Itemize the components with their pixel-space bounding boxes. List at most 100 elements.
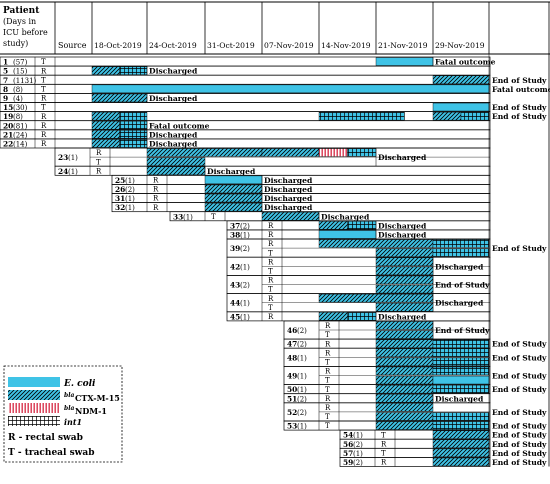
colonization-bar-ctx: [204, 184, 263, 194]
patient-id: 50: [287, 385, 297, 394]
patient-31: 31 (1) R Discharged: [111, 193, 491, 203]
swab-source: R: [41, 140, 47, 148]
colonization-bar-ctx: [432, 457, 490, 467]
patient-icu-days: (1): [353, 432, 363, 440]
legend-ecoli-label: E. coli: [63, 379, 96, 389]
patient-outcome: Discharged: [435, 394, 484, 403]
colonization-bar-ctx: [204, 193, 263, 203]
colonization-bar-ctx: [261, 148, 320, 157]
colonization-bar-ctx: [91, 111, 120, 121]
patient-19: 19 (8) R End of Study: [0, 111, 547, 121]
legend-tracheal-swab: T - tracheal swab: [8, 448, 95, 458]
colonization-bar-int: [432, 366, 490, 376]
colonization-bar-ctx: [375, 421, 434, 430]
patient-id: 26: [115, 185, 125, 194]
swab-source: R: [153, 204, 159, 212]
date-header-2: 31-Oct-2019: [207, 41, 255, 50]
colonization-bar-int: [318, 111, 377, 121]
patient-icu-days: (2): [240, 282, 250, 290]
patient-id: 24: [58, 167, 68, 176]
patient-row-frame: [0, 129, 491, 140]
patient-outcome: End of Study: [492, 422, 547, 431]
swab-source: R: [268, 222, 274, 230]
colonization-bar-ctx: [375, 412, 434, 421]
swab-source: R: [268, 313, 274, 321]
patient-outcome: End of Study: [492, 244, 547, 253]
patient-43: 43 (2) R End of Study T: [226, 275, 491, 294]
patient-id: 54: [343, 431, 353, 440]
swab-source: T: [211, 213, 216, 221]
patient-37: 37 (2) R Discharged: [226, 220, 491, 230]
colonization-bar-ecoli: [91, 84, 490, 94]
colonization-bar-int: [347, 148, 377, 157]
patient-id: 32: [115, 203, 125, 212]
patient-row-frame: [0, 65, 491, 76]
patient-8: 8 (8) T Fatal outcome: [0, 83, 550, 94]
colonization-bar-ctx: [432, 111, 462, 121]
patient-9: 9 (4) R Discharged: [0, 93, 491, 103]
colonization-bar-int: [119, 130, 148, 139]
patient-52: 52 (2) R End of Study T: [283, 402, 547, 422]
patient-outcome: Discharged: [378, 221, 427, 230]
colonization-bar-int: [460, 111, 490, 121]
patient-outcome: Discharged: [149, 139, 198, 148]
colonization-bar-int: [432, 421, 490, 430]
swab-source: R: [325, 340, 331, 348]
colonization-bar-ctx: [432, 448, 490, 457]
colonization-bar-ctx: [375, 348, 434, 357]
patient-row-frame: [54, 165, 491, 176]
patient-icu-days: (30): [13, 104, 28, 112]
patient-25: 25 (1) R Discharged: [111, 174, 491, 185]
patient-id: 57: [343, 449, 353, 458]
patient-id: 21: [3, 130, 13, 139]
patient-icu-days: (2): [240, 222, 250, 230]
patient-50: 50 (1) T End of Study: [283, 384, 547, 394]
patient-outcome: End of Study: [492, 458, 547, 467]
colonization-bar-ctx: [318, 294, 434, 303]
patient-38: 38 (1) R Discharged: [226, 229, 491, 239]
patient-row-frame: [339, 457, 491, 467]
swab-source: T: [96, 158, 101, 166]
swab-source: T: [41, 86, 46, 94]
patient-icu-days: (1): [125, 177, 135, 185]
patient-header-line-3: ICU before: [3, 28, 48, 37]
source-header: Source: [58, 41, 87, 50]
colonization-bar-ctx: [432, 439, 490, 448]
patient-icu-days: (1): [297, 354, 307, 362]
patient-20: 20 (81) R Fatal outcome: [0, 120, 491, 130]
patient-id: 20: [3, 121, 13, 130]
patient-outcome: Discharged: [378, 153, 427, 162]
swab-source: R: [153, 177, 159, 185]
patient-outcome: Discharged: [435, 262, 484, 271]
patient-26: 26 (2) R Discharged: [111, 184, 491, 194]
patient-icu-days: (1): [68, 154, 78, 162]
patient-outcome: Fatal outcome: [149, 121, 210, 130]
patient-id: 37: [230, 221, 240, 230]
patient-outcome: End of Study: [492, 385, 547, 394]
patient-49: 49 (1) R End of Study T: [283, 366, 547, 385]
swab-source: R: [41, 122, 47, 130]
colonization-bar-ctx: [375, 375, 434, 385]
patient-54: 54 (1) T End of Study: [339, 429, 547, 440]
legend-swatch-ndm: [8, 403, 60, 413]
swab-source: R: [96, 149, 102, 157]
patient-outcome: End of Study: [435, 326, 490, 335]
legend-ndm-label: NDM-1: [75, 406, 107, 416]
patient-id: 47: [287, 340, 297, 349]
colonization-bar-ctx: [375, 330, 434, 339]
colonization-bar-int: [432, 385, 490, 394]
colonization-bar-ctx: [375, 366, 434, 376]
swab-source: T: [268, 286, 273, 294]
swab-source: R: [268, 258, 274, 266]
patient-id: 5: [3, 67, 8, 76]
patient-45: 45 (1) R Discharged: [226, 311, 491, 321]
patient-32: 32 (1) R Discharged: [111, 202, 491, 212]
colonization-bar-int: [119, 139, 148, 148]
colonization-bar-int: [432, 348, 490, 357]
patient-outcome: End of Study: [492, 408, 547, 417]
colonization-bar-ctx: [91, 93, 148, 103]
swab-source: T: [41, 76, 46, 84]
colonization-bar-ctx: [375, 385, 434, 394]
patient-icu-days: (1): [240, 263, 250, 271]
